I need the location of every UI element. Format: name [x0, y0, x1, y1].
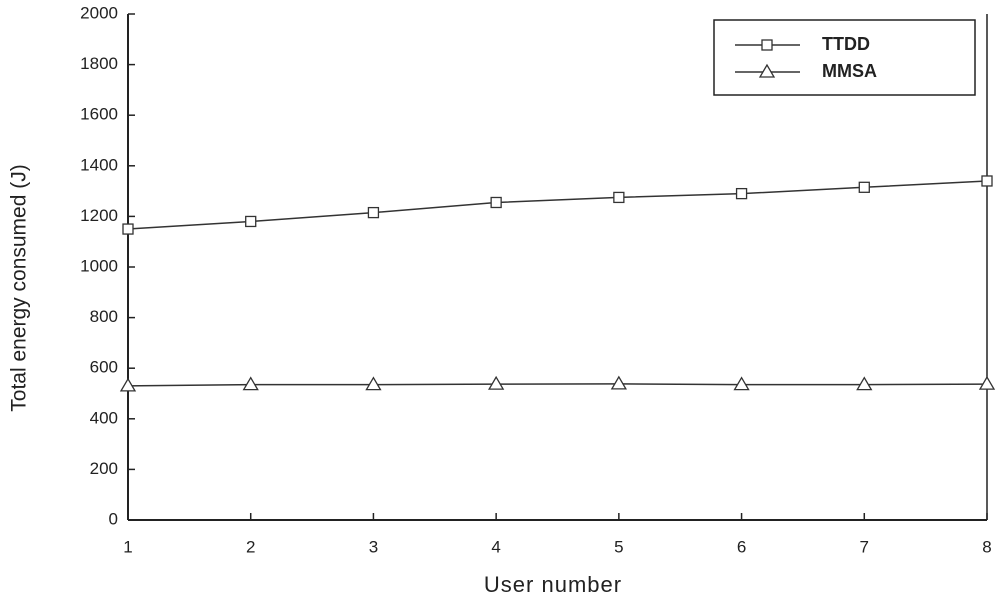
legend-label: TTDD	[822, 34, 870, 54]
data-point	[978, 375, 996, 390]
series-line	[127, 383, 988, 387]
y-tick-label: 2000	[80, 3, 118, 22]
data-point	[242, 376, 259, 391]
series-line	[127, 180, 988, 230]
data-point	[858, 181, 870, 193]
x-tick-label: 4	[491, 537, 500, 556]
y-tick-label: 0	[109, 509, 118, 528]
x-tick-label: 2	[246, 537, 255, 556]
y-axis-label: Total energy consumed (J)	[8, 164, 31, 411]
data-point	[735, 187, 748, 200]
y-tick-label: 1400	[80, 155, 118, 174]
legend-box	[713, 19, 976, 96]
y-tick-label: 200	[90, 459, 118, 478]
x-tick-label: 8	[982, 537, 991, 556]
data-point	[122, 223, 134, 235]
data-point	[856, 376, 873, 391]
data-point	[245, 215, 257, 228]
data-point	[733, 376, 750, 391]
x-tick-label: 5	[614, 537, 623, 556]
y-tick-label: 800	[90, 307, 118, 326]
x-tick-label: 6	[737, 537, 746, 556]
data-point	[613, 191, 625, 204]
data-point	[490, 196, 502, 209]
x-axis-label: User number	[484, 572, 622, 597]
data-point	[365, 376, 382, 391]
data-point	[367, 206, 380, 219]
y-tick-label: 1800	[80, 54, 118, 73]
x-tick-label: 7	[860, 537, 869, 556]
y-tick-label: 1000	[80, 256, 118, 275]
y-tick-label: 400	[90, 408, 118, 427]
data-point	[981, 175, 993, 187]
legend-marker	[761, 39, 773, 51]
y-tick-label: 1200	[80, 206, 118, 225]
data-point	[119, 377, 137, 392]
x-tick-label: 3	[369, 537, 378, 556]
x-tick-label: 1	[123, 537, 132, 556]
legend-marker	[758, 63, 776, 78]
y-tick-label: 1600	[80, 105, 118, 124]
y-tick-label: 600	[90, 358, 118, 377]
legend-label: MMSA	[822, 61, 877, 81]
data-point	[610, 375, 627, 390]
data-point	[488, 375, 505, 390]
